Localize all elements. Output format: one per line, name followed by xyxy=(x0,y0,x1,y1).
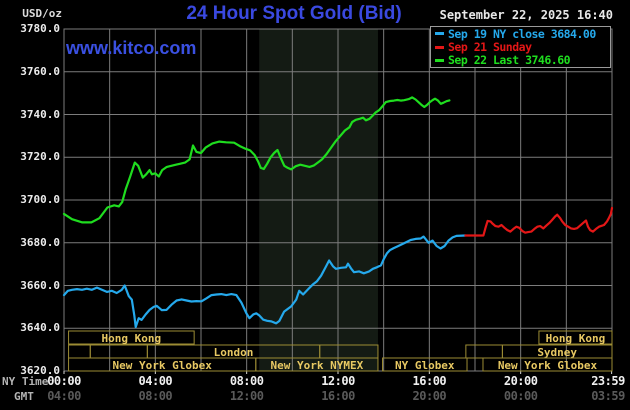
legend-label-sep22: Sep 22 Last 3746.60 xyxy=(448,53,571,68)
session-label: Sydney xyxy=(537,346,577,359)
session-label: London xyxy=(214,346,254,359)
y-axis-label: 3780.0 xyxy=(20,22,60,35)
legend: Sep 19 NY close 3684.00 Sep 21 Sunday Se… xyxy=(430,26,611,68)
x-axis-label-gmt: 08:00 xyxy=(138,389,173,403)
session-box xyxy=(465,344,503,359)
ny-time-row-label: NY Time xyxy=(2,375,49,388)
session-box xyxy=(382,357,468,372)
legend-item-sep19: Sep 19 NY close 3684.00 xyxy=(435,26,610,41)
x-axis-label-ny: 04:00 xyxy=(138,374,173,388)
series-line-1 xyxy=(464,206,614,237)
x-axis-label-ny: 16:00 xyxy=(412,374,447,388)
y-axis-label: 3760.0 xyxy=(20,64,60,78)
session-label: Hong Kong xyxy=(546,332,606,345)
x-axis-label-ny: 00:00 xyxy=(47,374,81,388)
datetime-label: September 22, 2025 16:40 xyxy=(439,8,613,22)
session-box xyxy=(538,330,613,345)
y-axis-label: 3720.0 xyxy=(20,150,60,164)
sep22-line-swatch xyxy=(435,58,444,62)
session-box xyxy=(68,344,91,359)
legend-item-sep21: Sep 21 Sunday xyxy=(435,40,610,54)
session-box xyxy=(68,330,195,345)
session-label: New York Globex xyxy=(498,359,598,372)
gmt-row-label: GMT xyxy=(14,390,34,403)
session-label: New York Globex xyxy=(113,359,213,372)
kitco-watermark: www.kitco.com xyxy=(66,38,197,58)
y-axis-label: 3660.0 xyxy=(20,278,60,292)
x-axis-label-ny: 20:00 xyxy=(503,374,538,388)
units-label: USD/oz xyxy=(22,7,62,20)
x-axis-label-ny: 12:00 xyxy=(321,374,355,388)
y-axis-label: 3740.0 xyxy=(20,107,60,121)
x-axis-label-gmt: 03:59 xyxy=(591,389,625,403)
chart-title: 24 Hour Spot Gold (Bid) xyxy=(186,3,402,24)
x-axis-label-gmt: 16:00 xyxy=(321,389,355,403)
x-axis-label-gmt: 00:00 xyxy=(503,389,538,403)
x-axis-label-gmt: 04:00 xyxy=(47,389,81,403)
x-axis-label-ny: 23:59 xyxy=(591,374,625,388)
legend-label-sep21: Sep 21 Sunday xyxy=(448,40,532,54)
session-box xyxy=(89,344,148,359)
series-line-0 xyxy=(62,234,467,329)
legend-label-sep19: Sep 19 NY close 3684.00 xyxy=(448,26,596,41)
x-axis-label-gmt: 20:00 xyxy=(412,389,447,403)
y-axis-label: 3640.0 xyxy=(20,321,60,335)
y-axis-label: 3680.0 xyxy=(20,235,60,249)
sep19-line-swatch xyxy=(435,32,444,36)
x-axis-label-gmt: 12:00 xyxy=(229,389,264,403)
session-label: NY Globex xyxy=(395,359,455,372)
session-label: New York NYMEX xyxy=(271,359,364,372)
legend-item-sep22: Sep 22 Last 3746.60 xyxy=(435,53,610,68)
y-axis-label: 3620.0 xyxy=(20,364,60,377)
series-line-2 xyxy=(62,96,451,224)
x-axis-label-ny: 08:00 xyxy=(229,374,264,388)
session-box xyxy=(482,357,613,372)
session-label: Hong Kong xyxy=(102,332,162,345)
session-box xyxy=(255,357,379,372)
sep21-line-swatch xyxy=(435,45,444,49)
y-axis-label: 3700.0 xyxy=(20,193,60,206)
